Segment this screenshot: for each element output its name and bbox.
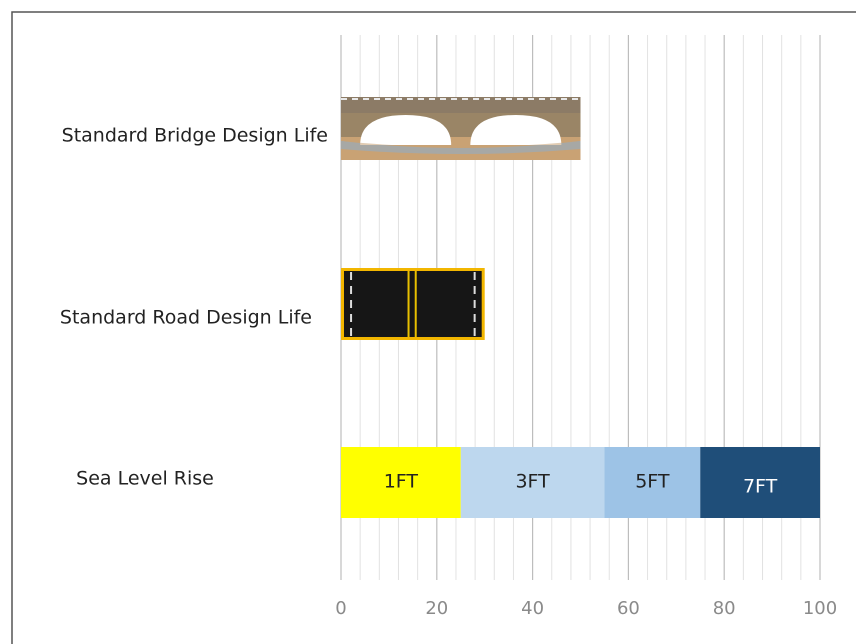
segment-label: 1FT — [384, 471, 419, 493]
x-tick-label: 40 — [521, 598, 544, 619]
segment-label: 7FT — [743, 476, 778, 498]
segment-label: 3FT — [515, 471, 550, 493]
segment-label: 5FT — [635, 471, 670, 493]
bar — [343, 270, 484, 339]
x-tick-label: 80 — [713, 598, 736, 619]
category-label: Standard Bridge Design Life — [62, 125, 328, 147]
x-tick-label: 20 — [425, 598, 448, 619]
category-label: Standard Road Design Life — [60, 307, 312, 329]
chart: 1FT 3FT 5FT 7FT 0 20 40 60 80 100 Standard Bridge… — [0, 0, 856, 644]
x-tick-label: 100 — [803, 598, 837, 619]
x-tick-label: 60 — [617, 598, 640, 619]
category-label: Sea Level Rise — [76, 468, 214, 490]
x-tick-label: 0 — [335, 598, 346, 619]
